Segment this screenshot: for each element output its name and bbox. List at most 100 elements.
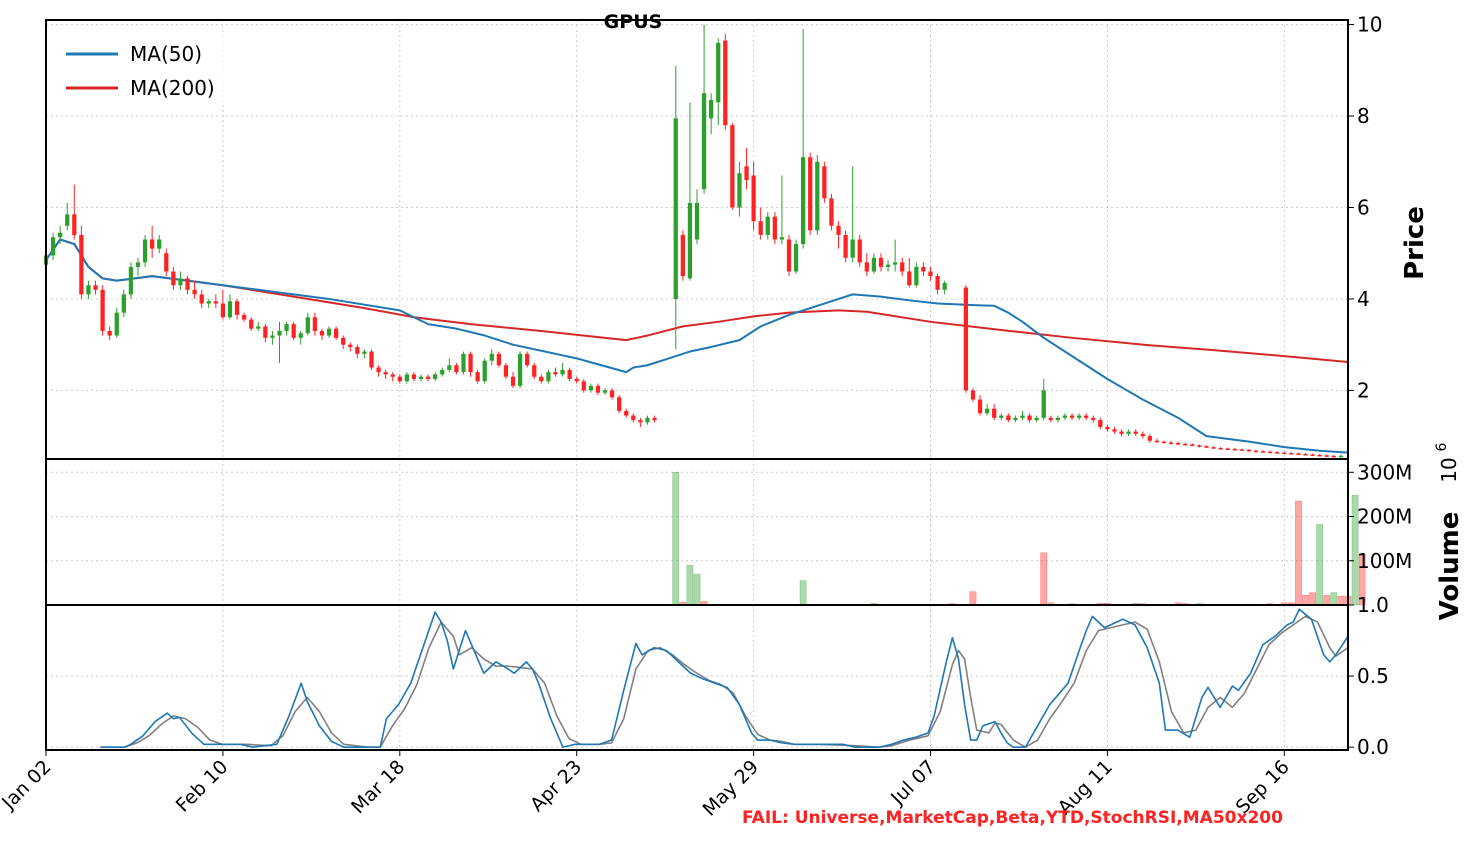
- candle-body: [793, 244, 799, 272]
- candle-body: [447, 365, 452, 370]
- legend-box: [56, 36, 236, 104]
- candle-body: [737, 173, 742, 208]
- candle-body: [999, 415, 1004, 418]
- candle-body: [808, 157, 813, 231]
- candle-body: [1204, 446, 1209, 448]
- candle-body: [723, 40, 728, 126]
- candle-body: [942, 282, 947, 290]
- candle-body: [709, 100, 714, 119]
- volume-bar: [1309, 592, 1316, 606]
- stoch-panel-frame: [45, 604, 1349, 751]
- candle-body: [984, 408, 990, 414]
- volume-bar: [1323, 595, 1331, 606]
- stoch-tick-label: 0.0: [1357, 735, 1389, 759]
- candle-body: [517, 353, 523, 386]
- candle-body: [234, 301, 240, 315]
- candle-body: [638, 420, 643, 423]
- volume-scale-exponent: 6: [1434, 442, 1450, 451]
- x-tick-label: Apr 23: [526, 756, 586, 816]
- candle-body: [150, 239, 155, 249]
- candle-body: [1140, 433, 1145, 437]
- candle-body: [107, 330, 112, 336]
- candle-body: [1126, 431, 1131, 434]
- candle-body: [921, 266, 926, 272]
- candle-body: [885, 264, 891, 267]
- candle-body: [1112, 429, 1117, 432]
- candle-body: [1161, 441, 1167, 444]
- candle-body: [822, 166, 827, 199]
- candle-body: [546, 372, 551, 382]
- x-tick-label: Mar 18: [347, 756, 409, 818]
- candle-body: [1268, 451, 1273, 454]
- candle-body: [489, 353, 494, 361]
- candle-body: [433, 374, 438, 379]
- candle-body: [765, 216, 770, 235]
- candle-body: [836, 225, 841, 235]
- candle-body: [602, 390, 608, 393]
- candle-body: [815, 161, 820, 231]
- candle-body: [383, 372, 388, 375]
- candle-body: [786, 239, 792, 272]
- candle-body: [617, 397, 622, 411]
- candle-body: [1176, 442, 1181, 445]
- candle-body: [850, 239, 855, 258]
- candle-body: [319, 330, 325, 336]
- volume-tick-label: 200M: [1357, 505, 1412, 529]
- x-tick-label: Jul 07: [886, 756, 940, 810]
- chart-title: GPUS: [604, 11, 663, 33]
- volume-tick-label: 100M: [1357, 549, 1412, 573]
- candle-body: [1027, 415, 1032, 421]
- legend-ma50-label: MA(50): [130, 42, 202, 66]
- candle-body: [142, 239, 148, 263]
- candle-body: [878, 257, 884, 267]
- ma200-line: [45, 238, 1349, 364]
- candle-body: [553, 372, 558, 375]
- candle-body: [397, 376, 402, 382]
- candle-body: [58, 232, 63, 238]
- ma50-line: [45, 238, 1349, 454]
- volume-bar: [686, 564, 694, 606]
- x-tick-label: Feb 10: [172, 756, 233, 817]
- candle-body: [50, 237, 56, 256]
- candle-body: [716, 42, 721, 103]
- candle-body: [369, 351, 374, 368]
- panel-frames: [45, 19, 1349, 751]
- candle-body: [907, 271, 912, 286]
- candle-body: [93, 285, 98, 290]
- candle-body: [1197, 445, 1202, 447]
- candle-body: [1289, 453, 1294, 455]
- candle-body: [1338, 455, 1344, 458]
- volume-bar: [693, 573, 701, 606]
- candle-body: [624, 410, 629, 416]
- candle-body: [440, 369, 445, 375]
- candle-body: [1020, 415, 1025, 418]
- candle-body: [206, 301, 211, 304]
- candle-body: [1147, 436, 1152, 441]
- candle-body: [1055, 417, 1061, 421]
- candle-body: [121, 294, 126, 313]
- volume-bar: [969, 591, 977, 606]
- candle-body: [1062, 415, 1068, 418]
- candle-body: [164, 253, 169, 272]
- candle-body: [631, 415, 636, 421]
- candle-body: [829, 198, 834, 226]
- candle-body: [390, 374, 395, 377]
- candle-body: [277, 330, 282, 336]
- candle-body: [213, 301, 218, 304]
- candle-body: [305, 317, 310, 334]
- candle-body: [744, 166, 749, 181]
- legend: MA(50) MA(200): [56, 36, 236, 104]
- grid-lines: [45, 20, 1348, 750]
- candle-body: [72, 214, 77, 235]
- candle-body: [801, 157, 806, 245]
- candle-body: [1253, 450, 1259, 453]
- candle-body: [779, 237, 785, 240]
- candle-body: [298, 333, 303, 338]
- volume-bar: [1337, 595, 1345, 606]
- candle-body: [701, 93, 707, 190]
- stoch-tick-label: 1.0: [1357, 593, 1389, 617]
- candle-body: [751, 175, 756, 222]
- candle-body: [694, 202, 700, 240]
- candle-body: [482, 360, 487, 382]
- candle-body: [263, 326, 268, 338]
